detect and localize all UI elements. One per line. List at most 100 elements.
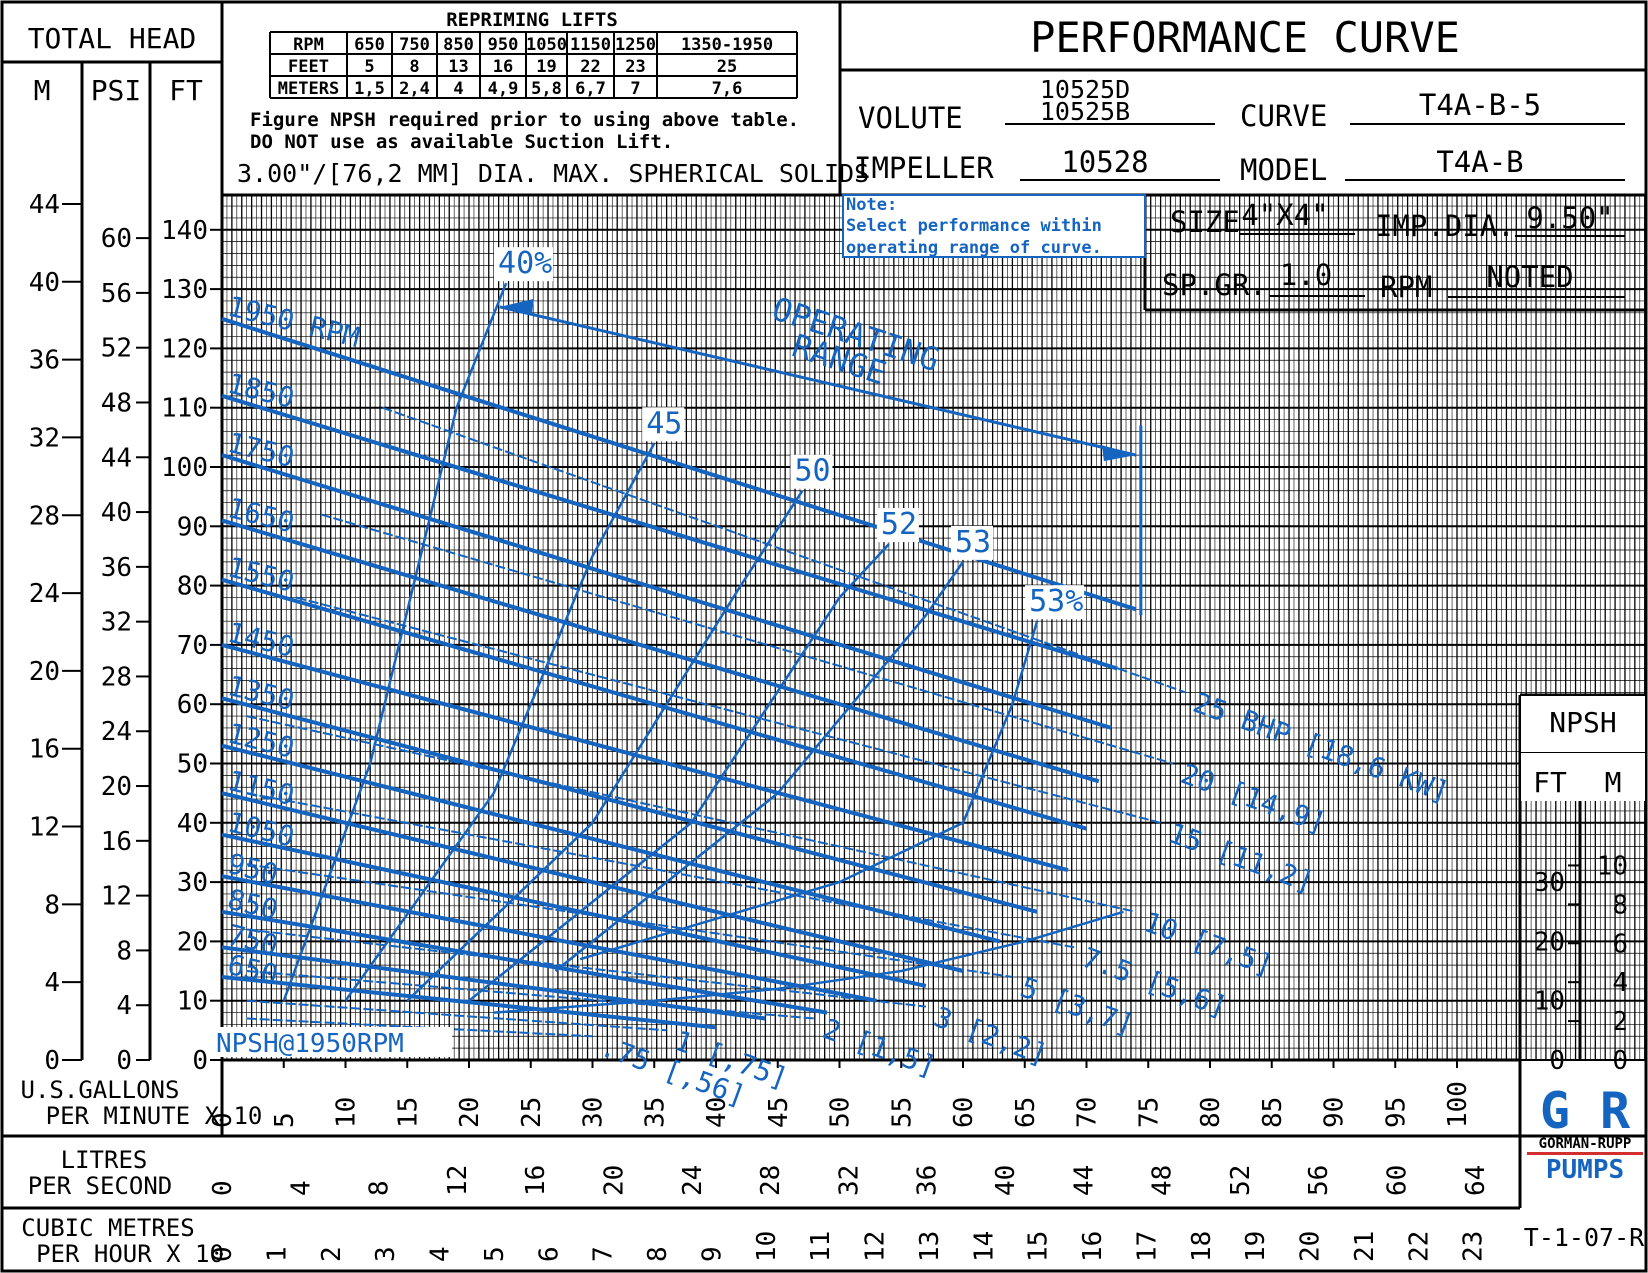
unit-m-label: M — [34, 74, 51, 107]
npsh-ft-tick-label: 0 — [1549, 1046, 1565, 1076]
impeller-value: 10528 — [1061, 145, 1148, 179]
npsh-note-1: Figure NPSH required prior to using abov… — [250, 109, 799, 131]
lps-tick-label: 0 — [208, 1180, 238, 1196]
repriming-cell: 22 — [580, 57, 600, 77]
m-tick-label: 4 — [44, 968, 60, 998]
m-tick-label: 36 — [29, 346, 60, 376]
ft-tick-label: 10 — [177, 987, 208, 1017]
cmh-tick-label: 21 — [1350, 1231, 1380, 1262]
ft-tick-label: 100 — [161, 453, 208, 483]
spec-block: VOLUTE 10525D 10525B CURVE T4A-B-5 IMPEL… — [854, 75, 1625, 304]
usgpm-label-2: PER MINUTE X 10 — [46, 1102, 263, 1130]
logo-line-2: PUMPS — [1546, 1155, 1624, 1185]
repriming-cell: 1350-1950 — [681, 35, 773, 55]
lps-tick-label: 24 — [678, 1165, 708, 1196]
npsh-m-label: M — [1605, 766, 1622, 799]
cmh-label-1: CUBIC METRES — [21, 1214, 194, 1242]
cmh-tick-label: 8 — [643, 1246, 673, 1262]
repriming-cell: 25 — [717, 57, 737, 77]
lps-tick-label: 12 — [443, 1165, 473, 1196]
psi-tick-label: 48 — [101, 388, 132, 418]
gorman-rupp-logo: G R GORMAN-RUPP PUMPS — [1527, 1082, 1643, 1185]
npsh-m-tick-label: 4 — [1612, 968, 1628, 998]
efficiency-label: 45 — [646, 406, 682, 441]
lps-tick-label: 40 — [991, 1165, 1021, 1196]
cmh-tick-label: 1 — [262, 1246, 292, 1262]
operating-range-arrow-right — [1101, 445, 1136, 462]
impeller-label: IMPELLER — [854, 151, 994, 185]
repriming-cell: 19 — [536, 57, 556, 77]
cmh-tick-label: 9 — [697, 1246, 727, 1262]
ft-tick-label: 40 — [177, 809, 208, 839]
lps-tick-label: 32 — [834, 1165, 864, 1196]
npsh-ft-label: FT — [1533, 766, 1567, 799]
psi-tick-label: 56 — [101, 279, 132, 309]
model-value: T4A-B — [1436, 145, 1523, 179]
lps-tick-label: 60 — [1382, 1165, 1412, 1196]
cmh-label-2: PER HOUR X 10 — [36, 1240, 224, 1268]
usgpm-tick-label: 70 — [1073, 1097, 1103, 1128]
psi-tick-label: 40 — [101, 498, 132, 528]
m-tick-label: 24 — [29, 579, 60, 609]
efficiency-label: 40% — [498, 246, 552, 281]
model-label: MODEL — [1240, 153, 1327, 187]
repriming-cell: 2,4 — [399, 79, 430, 99]
npsh-m-tick-label: 6 — [1612, 929, 1628, 959]
psi-tick-label: 16 — [101, 827, 132, 857]
rpm-label: RPM — [1380, 270, 1432, 304]
size-value: 4"X4" — [1241, 198, 1328, 232]
m-tick-label: 28 — [29, 501, 60, 531]
usgpm-tick-label: 25 — [517, 1097, 547, 1128]
repriming-cell: FEET — [288, 57, 329, 77]
m-tick-label: 40 — [29, 268, 60, 298]
ft-tick-label: 20 — [177, 927, 208, 957]
head-curve-label: 1250 — [224, 716, 297, 764]
ft-tick-label: 90 — [177, 512, 208, 542]
lps-tick-label: 16 — [521, 1165, 551, 1196]
cmh-tick-label: 22 — [1404, 1231, 1434, 1262]
npsh-m-tick-label: 8 — [1612, 890, 1628, 920]
cmh-tick-label: 13 — [915, 1231, 945, 1262]
usgpm-tick-label: 85 — [1258, 1097, 1288, 1128]
cmh-tick-label: 23 — [1459, 1231, 1489, 1262]
repriming-cell: 16 — [493, 57, 513, 77]
head-curve — [221, 832, 927, 988]
chart-title: PERFORMANCE CURVE — [1030, 13, 1460, 62]
usgpm-tick-label: 40 — [702, 1097, 732, 1128]
repriming-cell: 5,8 — [531, 79, 562, 99]
lps-tick-label: 48 — [1148, 1165, 1178, 1196]
repriming-cell: 7,6 — [712, 79, 743, 99]
repriming-cell: 4,9 — [488, 79, 519, 99]
psi-tick-label: 52 — [101, 334, 132, 364]
cmh-tick-label: 0 — [208, 1246, 238, 1262]
usgpm-tick-label: 55 — [887, 1097, 917, 1128]
head-curve-label: 1550 — [224, 550, 297, 598]
psi-tick-label: 20 — [101, 772, 132, 802]
lps-tick-label: 8 — [365, 1180, 395, 1196]
repriming-cell: RPM — [293, 35, 324, 55]
efficiency-curve — [579, 620, 1039, 961]
total-head-label: TOTAL HEAD — [28, 22, 197, 55]
logo-mark: G R — [1540, 1082, 1631, 1140]
usgpm-tick-label: 90 — [1320, 1097, 1350, 1128]
head-curve — [221, 874, 877, 1003]
psi-tick-label: 60 — [101, 224, 132, 254]
cmh-tick-label: 5 — [480, 1246, 510, 1262]
cmh-tick-label: 11 — [806, 1231, 836, 1262]
psi-tick-label: 4 — [116, 991, 132, 1021]
rpm-value: NOTED — [1486, 260, 1573, 294]
efficiency-curve — [554, 561, 965, 972]
head-curve-label: 1950 RPM — [224, 290, 363, 355]
solids-note: 3.00"/[76,2 MM] DIA. MAX. SPHERICAL SOLI… — [237, 159, 869, 188]
repriming-cell: 6,7 — [575, 79, 606, 99]
repriming-title: REPRIMING LIFTS — [446, 9, 618, 31]
repriming-cell: 850 — [443, 35, 474, 55]
usgpm-tick-label: 65 — [1011, 1097, 1041, 1128]
lps-tick-label: 56 — [1304, 1165, 1334, 1196]
repriming-cell: 1,5 — [354, 79, 385, 99]
lps-tick-label: 20 — [599, 1165, 629, 1196]
head-curve — [221, 453, 1112, 730]
cmh-tick-label: 15 — [1024, 1231, 1054, 1262]
operating-note: Note: Select performance within operatin… — [842, 194, 1146, 258]
lps-tick-label: 36 — [913, 1165, 943, 1196]
